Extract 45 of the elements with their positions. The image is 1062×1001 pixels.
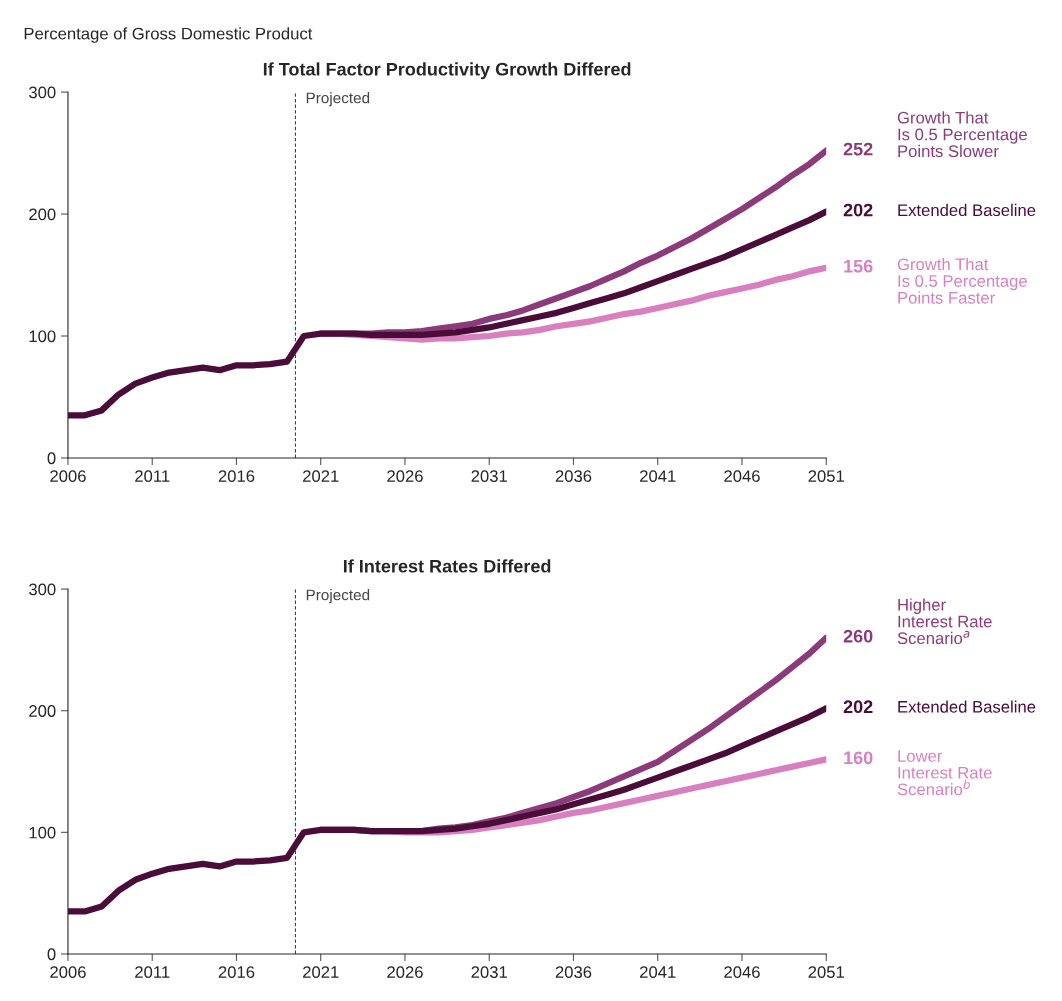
x-tick-label: 2021	[303, 470, 339, 483]
ref-line-label: Projected	[306, 589, 370, 604]
text: Growth That Is 0.5 Percentage Points Slower	[897, 111, 1027, 158]
x-tick-label: 2026	[387, 966, 423, 978]
data-label: 202	[843, 203, 873, 217]
x-tick-label: 2041	[640, 966, 676, 978]
y-axis-title: Percentage of Gross Domestic Product	[24, 27, 313, 43]
x-tick-label: 2006	[50, 470, 86, 483]
text: Higher Interest Rate Scenario$^{a}$	[897, 598, 992, 645]
x-tick-label: 2011	[135, 966, 170, 978]
x-tick-label: 2036	[555, 966, 592, 978]
ref-line-label: Projected	[306, 92, 370, 107]
data-label: 156	[844, 259, 873, 273]
text: Extended Baseline	[898, 203, 1036, 217]
x-tick-label: 2031	[471, 966, 507, 978]
y-tick-label: 0	[47, 452, 56, 465]
x-tick-label: 2051	[808, 966, 844, 978]
y-tick-label: 0	[47, 948, 56, 961]
y-tick-label: 200	[29, 705, 56, 717]
y-tick-label: 300	[28, 86, 56, 99]
data-label: 260	[843, 629, 873, 643]
x-tick-label: 2006	[50, 966, 86, 978]
y-tick-label: 200	[29, 208, 56, 221]
y-tick-label: 300	[28, 583, 56, 596]
text: Growth That Is 0.5 Percentage Points Faster	[897, 257, 1027, 304]
x-tick-label: 2016	[218, 470, 255, 483]
text: Extended Baseline	[898, 700, 1036, 713]
x-tick-label: 2041	[640, 470, 676, 483]
data-label: 160	[844, 751, 873, 765]
x-tick-label: 2051	[808, 470, 844, 483]
chart-title: If Interest Rates Differed	[343, 559, 551, 573]
x-tick-label: 2011	[135, 470, 170, 483]
y-tick-label: 100	[29, 826, 56, 839]
x-tick-label: 2016	[218, 966, 255, 978]
text: Lower Interest Rate Scenario$^{b}$	[897, 750, 992, 796]
x-tick-label: 2026	[387, 470, 423, 483]
x-tick-label: 2031	[471, 470, 507, 483]
x-tick-label: 2046	[724, 470, 760, 483]
data-label: 202	[843, 700, 873, 714]
data-label: 252	[843, 142, 873, 156]
x-tick-label: 2021	[303, 966, 339, 978]
x-tick-label: 2046	[724, 966, 760, 978]
y-tick-label: 100	[29, 330, 56, 343]
chart-title: If Total Factor Productivity Growth Differed	[263, 62, 631, 80]
x-tick-label: 2036	[555, 470, 592, 483]
